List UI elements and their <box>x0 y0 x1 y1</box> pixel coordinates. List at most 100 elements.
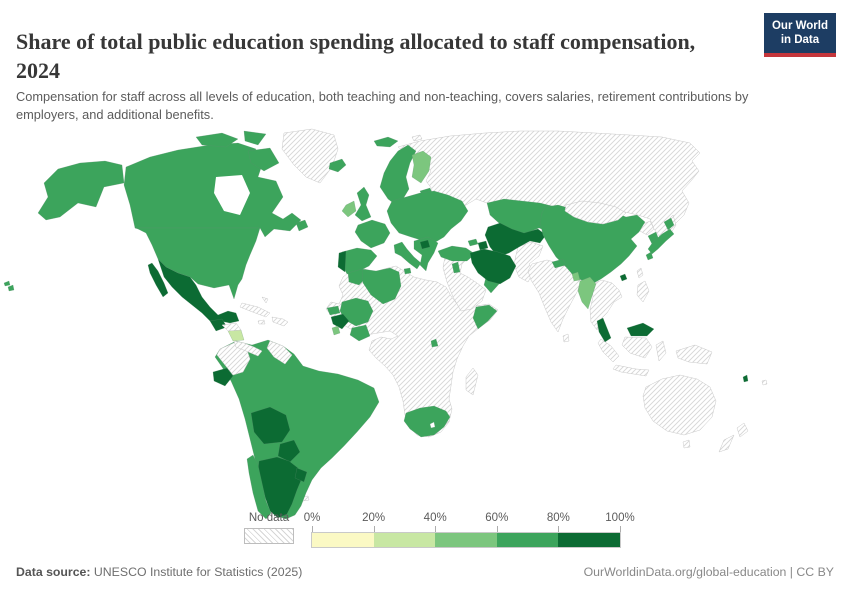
legend-bin-20-40[interactable] <box>373 533 436 547</box>
country-jamaica[interactable] <box>257 319 266 325</box>
region-israel-jordan[interactable] <box>451 261 461 274</box>
islands-canadian-arctic[interactable] <box>195 132 239 148</box>
no-data-swatch[interactable] <box>244 528 294 544</box>
country-mexico[interactable] <box>157 258 240 324</box>
island-baffin[interactable] <box>247 147 280 172</box>
country-ecuador[interactable] <box>212 367 234 387</box>
credit-link[interactable]: OurWorldinData.org/global-education | CC… <box>583 565 834 579</box>
country-japan[interactable] <box>647 228 675 255</box>
country-united-states[interactable] <box>134 227 261 300</box>
data-source-label: Data source: <box>16 565 91 579</box>
country-nepal[interactable] <box>551 258 567 269</box>
region-baja-california[interactable] <box>147 262 169 298</box>
country-turkey[interactable] <box>437 245 476 262</box>
region-guyanas[interactable] <box>266 340 293 365</box>
island-new-guinea[interactable] <box>675 344 713 365</box>
hudson-bay <box>214 175 250 215</box>
country-georgia[interactable] <box>467 238 479 247</box>
country-finland[interactable] <box>411 150 432 184</box>
region-balkans-dark[interactable] <box>419 239 431 250</box>
country-bahamas[interactable] <box>261 296 269 304</box>
island-java[interactable] <box>612 364 650 377</box>
island-hispaniola[interactable] <box>271 316 289 327</box>
country-paraguay[interactable] <box>277 439 301 463</box>
country-rwanda[interactable] <box>430 338 439 348</box>
country-bangladesh[interactable] <box>571 271 581 282</box>
country-uruguay[interactable] <box>294 467 308 483</box>
country-iran[interactable] <box>469 248 517 285</box>
country-ireland[interactable] <box>341 200 357 218</box>
continent-south-america[interactable] <box>214 339 380 520</box>
country-taiwan[interactable] <box>636 267 644 279</box>
legend-tick-60: 60% <box>485 512 509 524</box>
country-sri-lanka[interactable] <box>562 333 570 343</box>
legend-bin-60-80[interactable] <box>496 533 559 547</box>
island-sulawesi[interactable] <box>655 340 667 362</box>
page-title: Share of total public education spending… <box>16 28 696 83</box>
islands-svalbard[interactable] <box>373 136 399 148</box>
map-legend: No data 0% 20% 40% 60% 80% 100% <box>0 512 850 554</box>
country-india[interactable] <box>527 259 583 333</box>
no-data-overlays <box>216 200 627 376</box>
owid-logo[interactable]: Our World in Data <box>763 13 836 57</box>
country-italy[interactable] <box>393 241 422 270</box>
country-senegal[interactable] <box>326 305 341 316</box>
country-lesotho[interactable] <box>429 421 436 429</box>
country-somalia[interactable] <box>472 304 498 330</box>
region-mali-burkina-faso[interactable] <box>339 297 374 327</box>
legend-bin-40-60[interactable] <box>435 533 497 547</box>
region-central-eastern-europe[interactable] <box>386 190 469 244</box>
region-hong-kong[interactable] <box>619 273 628 282</box>
country-honduras[interactable] <box>221 322 242 332</box>
region-malaysia-borneo[interactable] <box>626 322 655 337</box>
island-tasmania[interactable] <box>682 439 691 449</box>
country-fiji[interactable] <box>761 379 768 386</box>
country-madagascar[interactable] <box>465 367 479 396</box>
region-uzbekistan-turkmenistan[interactable] <box>484 222 547 258</box>
country-azerbaijan[interactable] <box>477 240 489 251</box>
chart-footer: Data source: UNESCO Institute for Statis… <box>16 565 834 579</box>
islands-canadian-arctic-2[interactable] <box>243 130 267 146</box>
island-borneo[interactable] <box>621 336 653 359</box>
country-myanmar[interactable] <box>577 276 597 310</box>
region-costa-rica-panama[interactable] <box>233 340 263 357</box>
islands-franz-josef[interactable] <box>411 134 423 142</box>
country-sierra-leone[interactable] <box>331 325 341 336</box>
data-source-value: UNESCO Institute for Statistics (2025) <box>90 565 303 579</box>
country-united-kingdom[interactable] <box>354 186 372 222</box>
island-kyushu[interactable] <box>645 251 654 261</box>
island-sicily[interactable] <box>403 267 412 275</box>
country-portugal[interactable] <box>337 250 347 273</box>
country-algeria[interactable] <box>361 267 402 305</box>
island-sumatra[interactable] <box>597 338 620 363</box>
country-nicaragua[interactable] <box>227 329 245 342</box>
country-greenland[interactable] <box>281 128 339 184</box>
country-australia[interactable] <box>642 374 717 436</box>
country-south-africa[interactable] <box>403 405 451 438</box>
country-cote-divoire[interactable] <box>349 324 371 342</box>
country-cuba[interactable] <box>239 302 271 318</box>
legend-bin-80-100[interactable] <box>558 533 620 547</box>
country-philippines[interactable] <box>636 280 650 303</box>
country-new-zealand-south[interactable] <box>718 434 735 453</box>
legend-color-band <box>311 532 621 548</box>
legend-bin-0-20[interactable] <box>312 533 374 547</box>
region-balkans[interactable] <box>413 236 439 272</box>
data-regions <box>3 130 749 520</box>
country-france[interactable] <box>354 219 391 249</box>
country-vanuatu[interactable] <box>742 374 749 383</box>
country-mongolia[interactable] <box>564 200 627 225</box>
world-choropleth-map[interactable] <box>0 125 850 525</box>
country-bolivia[interactable] <box>250 406 291 445</box>
region-indochina[interactable] <box>589 279 623 331</box>
country-malaysia[interactable] <box>596 317 612 343</box>
island-hokkaido[interactable] <box>663 217 675 231</box>
country-new-zealand[interactable] <box>736 422 749 438</box>
islands-hawaii[interactable] <box>7 284 15 292</box>
islands-hawaii-west[interactable] <box>3 280 11 287</box>
region-alaska[interactable] <box>37 160 125 221</box>
country-chile[interactable] <box>246 454 272 520</box>
country-iceland[interactable] <box>328 158 347 173</box>
island-newfoundland[interactable] <box>295 219 309 232</box>
country-guinea[interactable] <box>330 313 350 330</box>
